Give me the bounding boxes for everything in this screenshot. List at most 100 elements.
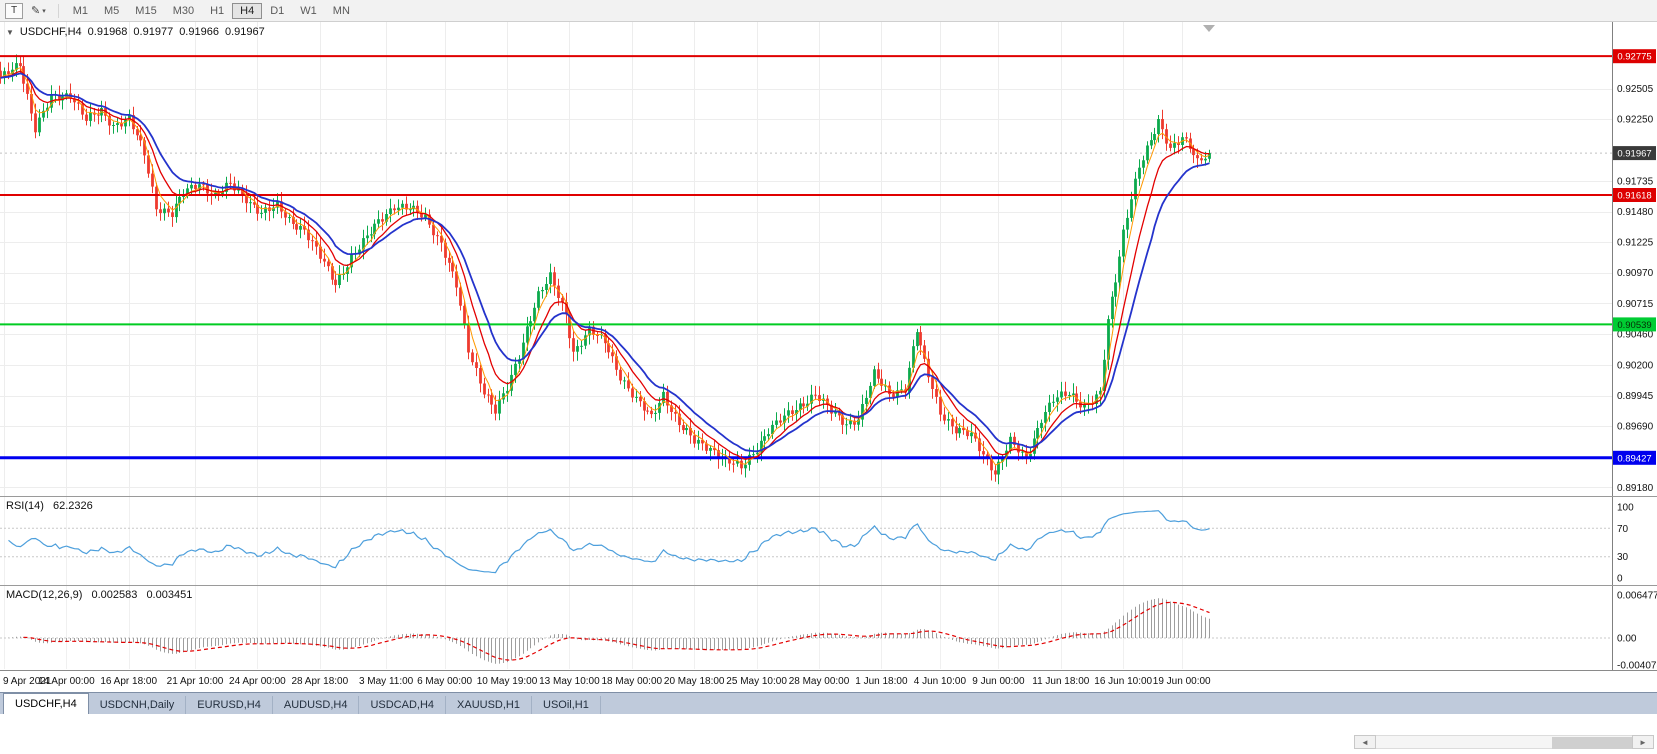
rsi-line [8, 510, 1210, 574]
chart-tab-usdcnh-daily[interactable]: USDCNH,Daily [89, 696, 187, 714]
macd-histogram-layer [8, 598, 1210, 664]
timeframe-button-m30[interactable]: M30 [172, 4, 195, 17]
rsi-chart-canvas[interactable]: 100 70 30 0 [0, 497, 1657, 586]
top-toolbar: T ✎ ▾ M1 M5 M15 M30 H1 H4 D1 W1 MN [0, 0, 1657, 22]
price-tag[interactable] [1613, 146, 1656, 161]
rsi-axis-label: 70 [1617, 524, 1629, 535]
chart-shift-marker[interactable] [1203, 25, 1215, 32]
text-tool-button[interactable]: T [5, 2, 23, 19]
pen-tool-icon: ✎ [31, 5, 41, 17]
chart-tab-usdcad-h4[interactable]: USDCAD,H4 [359, 696, 447, 714]
rsi-axis-label: 0 [1617, 574, 1623, 585]
ohlc-low: 0.91966 [179, 26, 219, 38]
scroll-left-button[interactable]: ◄ [1354, 735, 1376, 749]
scrollbar-track[interactable] [1376, 735, 1632, 749]
time-axis-label: 16 Apr 18:00 [100, 676, 158, 687]
timeframe-button-h1[interactable]: H1 [210, 4, 225, 17]
macd-axis-label: 0.006477 [1617, 590, 1657, 601]
price-axis-label: 0.90970 [1617, 268, 1654, 279]
macd-grid-layer [0, 586, 1612, 669]
timeframe-button-w1[interactable]: W1 [300, 4, 317, 17]
horizontal-scrollbar[interactable]: ◄ ► [1354, 734, 1654, 750]
time-axis-label: 21 Apr 10:00 [166, 676, 224, 687]
price-tag[interactable] [1613, 188, 1656, 202]
macd-panel: 0.006477 0.00 -0.004073 MACD(12,26,9) 0.00… [0, 586, 1657, 670]
rsi-indicator-label: RSI(14) [6, 500, 44, 512]
time-axis-label: 9 Jun 00:00 [972, 676, 1025, 687]
rsi-axis-label: 100 [1617, 503, 1634, 514]
ohlc-high: 0.91977 [133, 26, 174, 38]
time-axis-label: 20 May 18:00 [663, 676, 725, 687]
time-axis-label: 3 May 11:00 [358, 676, 414, 687]
time-axis: 9 Apr 2021 14 Apr 00:00 16 Apr 18:00 21 Apr… [0, 670, 1657, 692]
time-axis-label: 19 Jun 00:00 [1152, 676, 1211, 687]
chart-tab-usoil-h1[interactable]: USOil,H1 [532, 696, 601, 714]
price-axis-label: 0.89945 [1617, 391, 1654, 402]
time-axis-label: 28 May 00:00 [788, 676, 850, 687]
timeframe-button-d1[interactable]: D1 [270, 4, 285, 17]
one-click-trading-toggle[interactable]: ▼ [6, 27, 14, 37]
scroll-right-button[interactable]: ► [1632, 735, 1654, 749]
text-tool-icon: T [10, 5, 18, 16]
chart-tab-audusd-h4[interactable]: AUDUSD,H4 [273, 696, 360, 714]
time-axis-label: 10 May 19:00 [476, 676, 538, 687]
price-axis-label: 0.90715 [1617, 299, 1654, 310]
timeframe-button-m5[interactable]: M5 [104, 4, 120, 17]
price-tag-value: 0.91967 [1617, 149, 1651, 160]
price-axis-label: 0.91225 [1617, 238, 1654, 249]
macd-indicator-value-2: 0.003451 [146, 589, 193, 601]
macd-indicator-label: MACD(12,26,9) [6, 589, 83, 601]
price-axis-label: 0.91735 [1617, 176, 1654, 187]
time-axis-label: 6 May 00:00 [417, 676, 473, 687]
price-axis-label: 0.90460 [1617, 329, 1654, 340]
price-axis-label: 0.89690 [1617, 422, 1654, 433]
main-chart-canvas[interactable]: 0.92505 0.92250 0.91735 0.91480 0.91225 0.909… [0, 22, 1657, 497]
toolbar-separator [57, 3, 59, 18]
drawing-tool-button[interactable]: ✎ ▾ [27, 3, 50, 19]
price-tag[interactable] [1613, 450, 1656, 465]
chart-tabs-bar: USDCHF,H4 USDCNH,Daily EURUSD,H4 AUDUSD,H4 U… [0, 692, 1657, 714]
scrollbar-thumb[interactable] [1552, 737, 1632, 749]
price-axis [1612, 22, 1657, 497]
price-axis-label: 0.90200 [1617, 361, 1654, 372]
macd-signal-line [23, 601, 1210, 661]
price-tag-value: 0.90539 [1617, 320, 1651, 331]
price-tag[interactable] [1613, 317, 1656, 332]
time-axis-label: 25 May 10:00 [726, 676, 787, 687]
moving-averages-layer [0, 67, 1210, 466]
time-axis-label: 28 Apr 18:00 [291, 676, 349, 687]
rsi-indicator-value: 62.2326 [52, 500, 93, 512]
time-axis-label: 4 Jun 10:00 [913, 676, 967, 687]
chart-symbol-period: USDCHF,H4 [19, 26, 82, 38]
price-tag[interactable] [1613, 49, 1656, 64]
chart-tab-usdchf-h4[interactable]: USDCHF,H4 [3, 693, 89, 714]
macd-indicator-value-1: 0.002583 [91, 589, 138, 601]
rsi-axis-label: 30 [1617, 552, 1629, 563]
time-axis-label: 13 May 10:00 [539, 676, 600, 687]
ohlc-open: 0.91968 [87, 26, 128, 38]
timeframe-button-m1[interactable]: M1 [72, 4, 89, 17]
price-tag-value: 0.89427 [1617, 453, 1651, 464]
macd-chart-canvas[interactable]: 0.006477 0.00 -0.004073 [0, 586, 1657, 670]
time-axis-label: 11 Jun 18:00 [1032, 676, 1090, 687]
rsi-panel: 100 70 30 0 RSI(14) 62.2326 [0, 497, 1657, 586]
horizontal-lines-layer[interactable] [0, 55, 1612, 460]
price-axis-label: 0.91480 [1617, 207, 1654, 218]
chart-tab-xauusd-h1[interactable]: XAUUSD,H1 [446, 696, 532, 714]
time-axis-label: 18 May 00:00 [601, 676, 663, 687]
time-axis-label: 24 Apr 00:00 [229, 676, 286, 687]
timeframe-button-m15[interactable]: M15 [135, 4, 157, 17]
rsi-grid-layer [0, 497, 1612, 585]
price-chart-panel: 0.92505 0.92250 0.91735 0.91480 0.91225 0.909… [0, 22, 1657, 497]
timeframe-button-h4[interactable]: H4 [232, 2, 263, 19]
chart-ohlc-header: ▼ USDCHF,H4 0.91968 0.91977 0.91966 0.91… [6, 26, 271, 38]
macd-header: MACD(12,26,9) 0.002583 0.003451 [6, 589, 198, 601]
grid-layer [0, 22, 1612, 496]
price-tag-value: 0.91618 [1617, 191, 1651, 202]
price-axis-label: 0.92250 [1617, 115, 1654, 126]
chart-tab-eurusd-h4[interactable]: EURUSD,H4 [186, 696, 273, 714]
ohlc-close: 0.91967 [224, 26, 265, 38]
macd-axis-label: 0.00 [1617, 634, 1637, 645]
timeframe-button-mn[interactable]: MN [332, 4, 350, 17]
